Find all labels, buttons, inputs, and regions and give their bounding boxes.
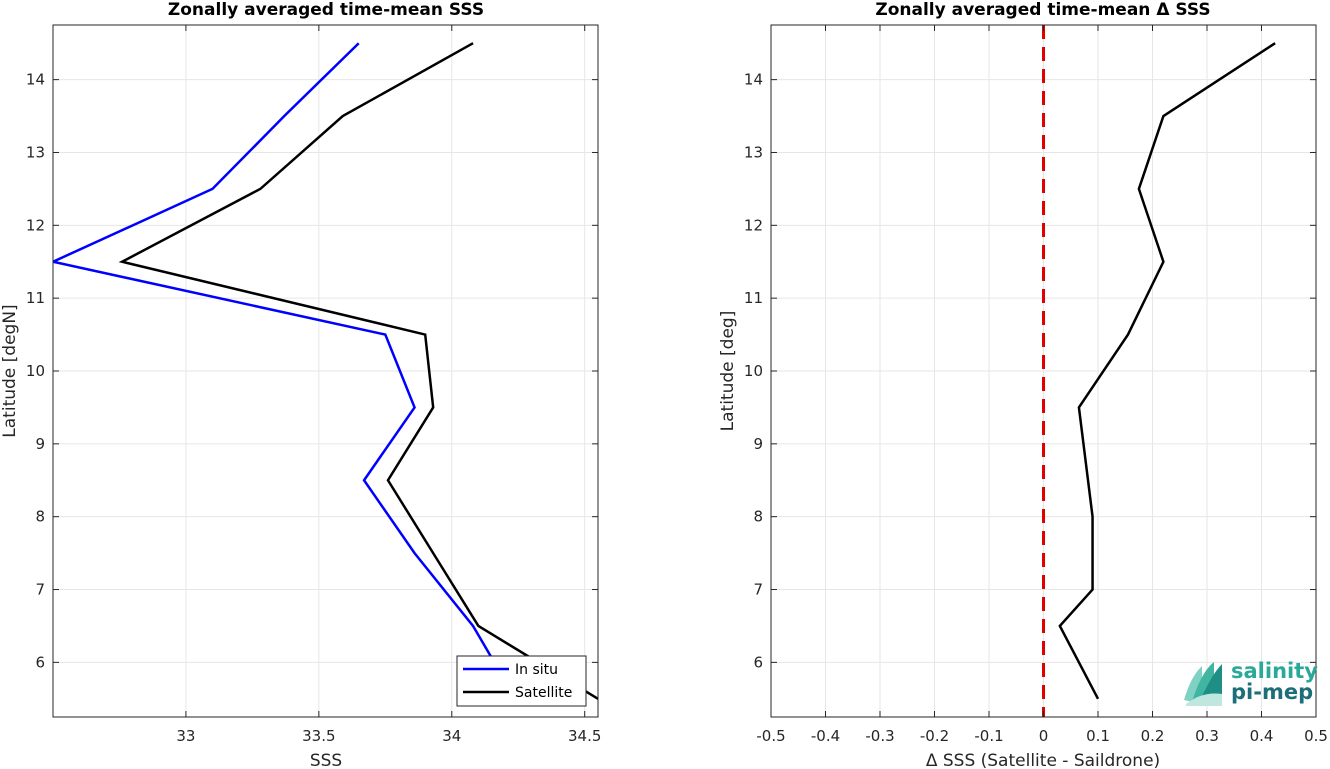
x-tick-label: 0.4 [1250,727,1274,745]
x-tick-label: 34 [442,727,461,745]
sss-legend: In situ Satellite [456,655,587,707]
y-tick-label: 6 [35,653,45,671]
y-tick-label: 8 [753,508,763,526]
delta-sss-panel: -0.5 -0.4 -0.3 -0.2 -0.1 0 0.1 0.2 0.3 0.4 0.5 6 7 8 9… [718,0,1328,769]
x-tick-label: 0.3 [1195,727,1219,745]
y-tick-label: 10 [26,362,45,380]
delta-sss-y-axis-label: Latitude [deg] [718,311,738,432]
sss-y-axis-label: Latitude [degN] [0,304,20,437]
y-tick-label: 11 [26,289,45,307]
y-tick-label: 11 [744,289,763,307]
legend-satellite-label: Satellite [515,685,572,701]
sss-series-group [53,42,598,700]
x-tick-label: 0.5 [1304,727,1328,745]
y-tick-label: 13 [26,143,45,161]
x-tick-label: 33.5 [302,727,335,745]
y-tick-label: 7 [753,581,763,599]
y-tick-label: 9 [35,435,45,453]
y-tick-label: 9 [753,435,763,453]
sss-ticks: 33 33.5 34 34.5 6 7 8 9 10 11 12 13 14 [26,25,601,745]
y-tick-label: 7 [35,581,45,599]
delta-sss-chart-title: Zonally averaged time-mean Δ SSS [875,0,1210,20]
delta-sss-x-axis-label: Δ SSS (Satellite - Saildrone) [926,751,1160,769]
delta-sss-ticks: -0.5 -0.4 -0.3 -0.2 -0.1 0 0.1 0.2 0.3 0.4 0.5 6 7 8 9… [744,25,1328,745]
x-tick-label: -0.5 [756,727,785,745]
x-tick-label: 0 [1039,727,1049,745]
logo-text-salinity: salinity [1231,659,1318,683]
y-tick-label: 14 [744,71,763,89]
right-series-line-delta [1058,42,1276,700]
legend-box [456,655,587,707]
x-tick-label: -0.1 [974,727,1003,745]
sss-panel: 33 33.5 34 34.5 6 7 8 9 10 11 12 13 14 Zonally avera… [0,0,601,769]
left-series-line-in-situ [53,42,517,700]
x-tick-label: -0.4 [811,727,840,745]
x-tick-label: 34.5 [568,727,601,745]
x-tick-label: 0.2 [1141,727,1165,745]
x-tick-label: -0.2 [920,727,949,745]
y-tick-label: 12 [26,216,45,234]
x-tick-label: -0.3 [865,727,894,745]
y-tick-label: 6 [753,653,763,671]
y-tick-label: 14 [26,71,45,89]
y-tick-label: 10 [744,362,763,380]
y-tick-label: 8 [35,508,45,526]
salinity-pi-mep-logo: salinity pi-mep [1184,659,1318,706]
legend-in-situ-label: In situ [515,662,558,678]
left-series-line-satellite [118,42,598,700]
sss-grid [53,25,598,717]
y-tick-label: 12 [744,216,763,234]
sss-x-axis-label: SSS [310,751,342,769]
logo-wave-icon [1184,662,1222,706]
x-tick-label: 33 [176,727,195,745]
sss-chart-title: Zonally averaged time-mean SSS [168,0,484,20]
x-tick-label: 0.1 [1086,727,1110,745]
delta-sss-series-group [1042,25,1276,717]
logo-text-pi-mep: pi-mep [1231,680,1313,704]
y-tick-label: 13 [744,143,763,161]
